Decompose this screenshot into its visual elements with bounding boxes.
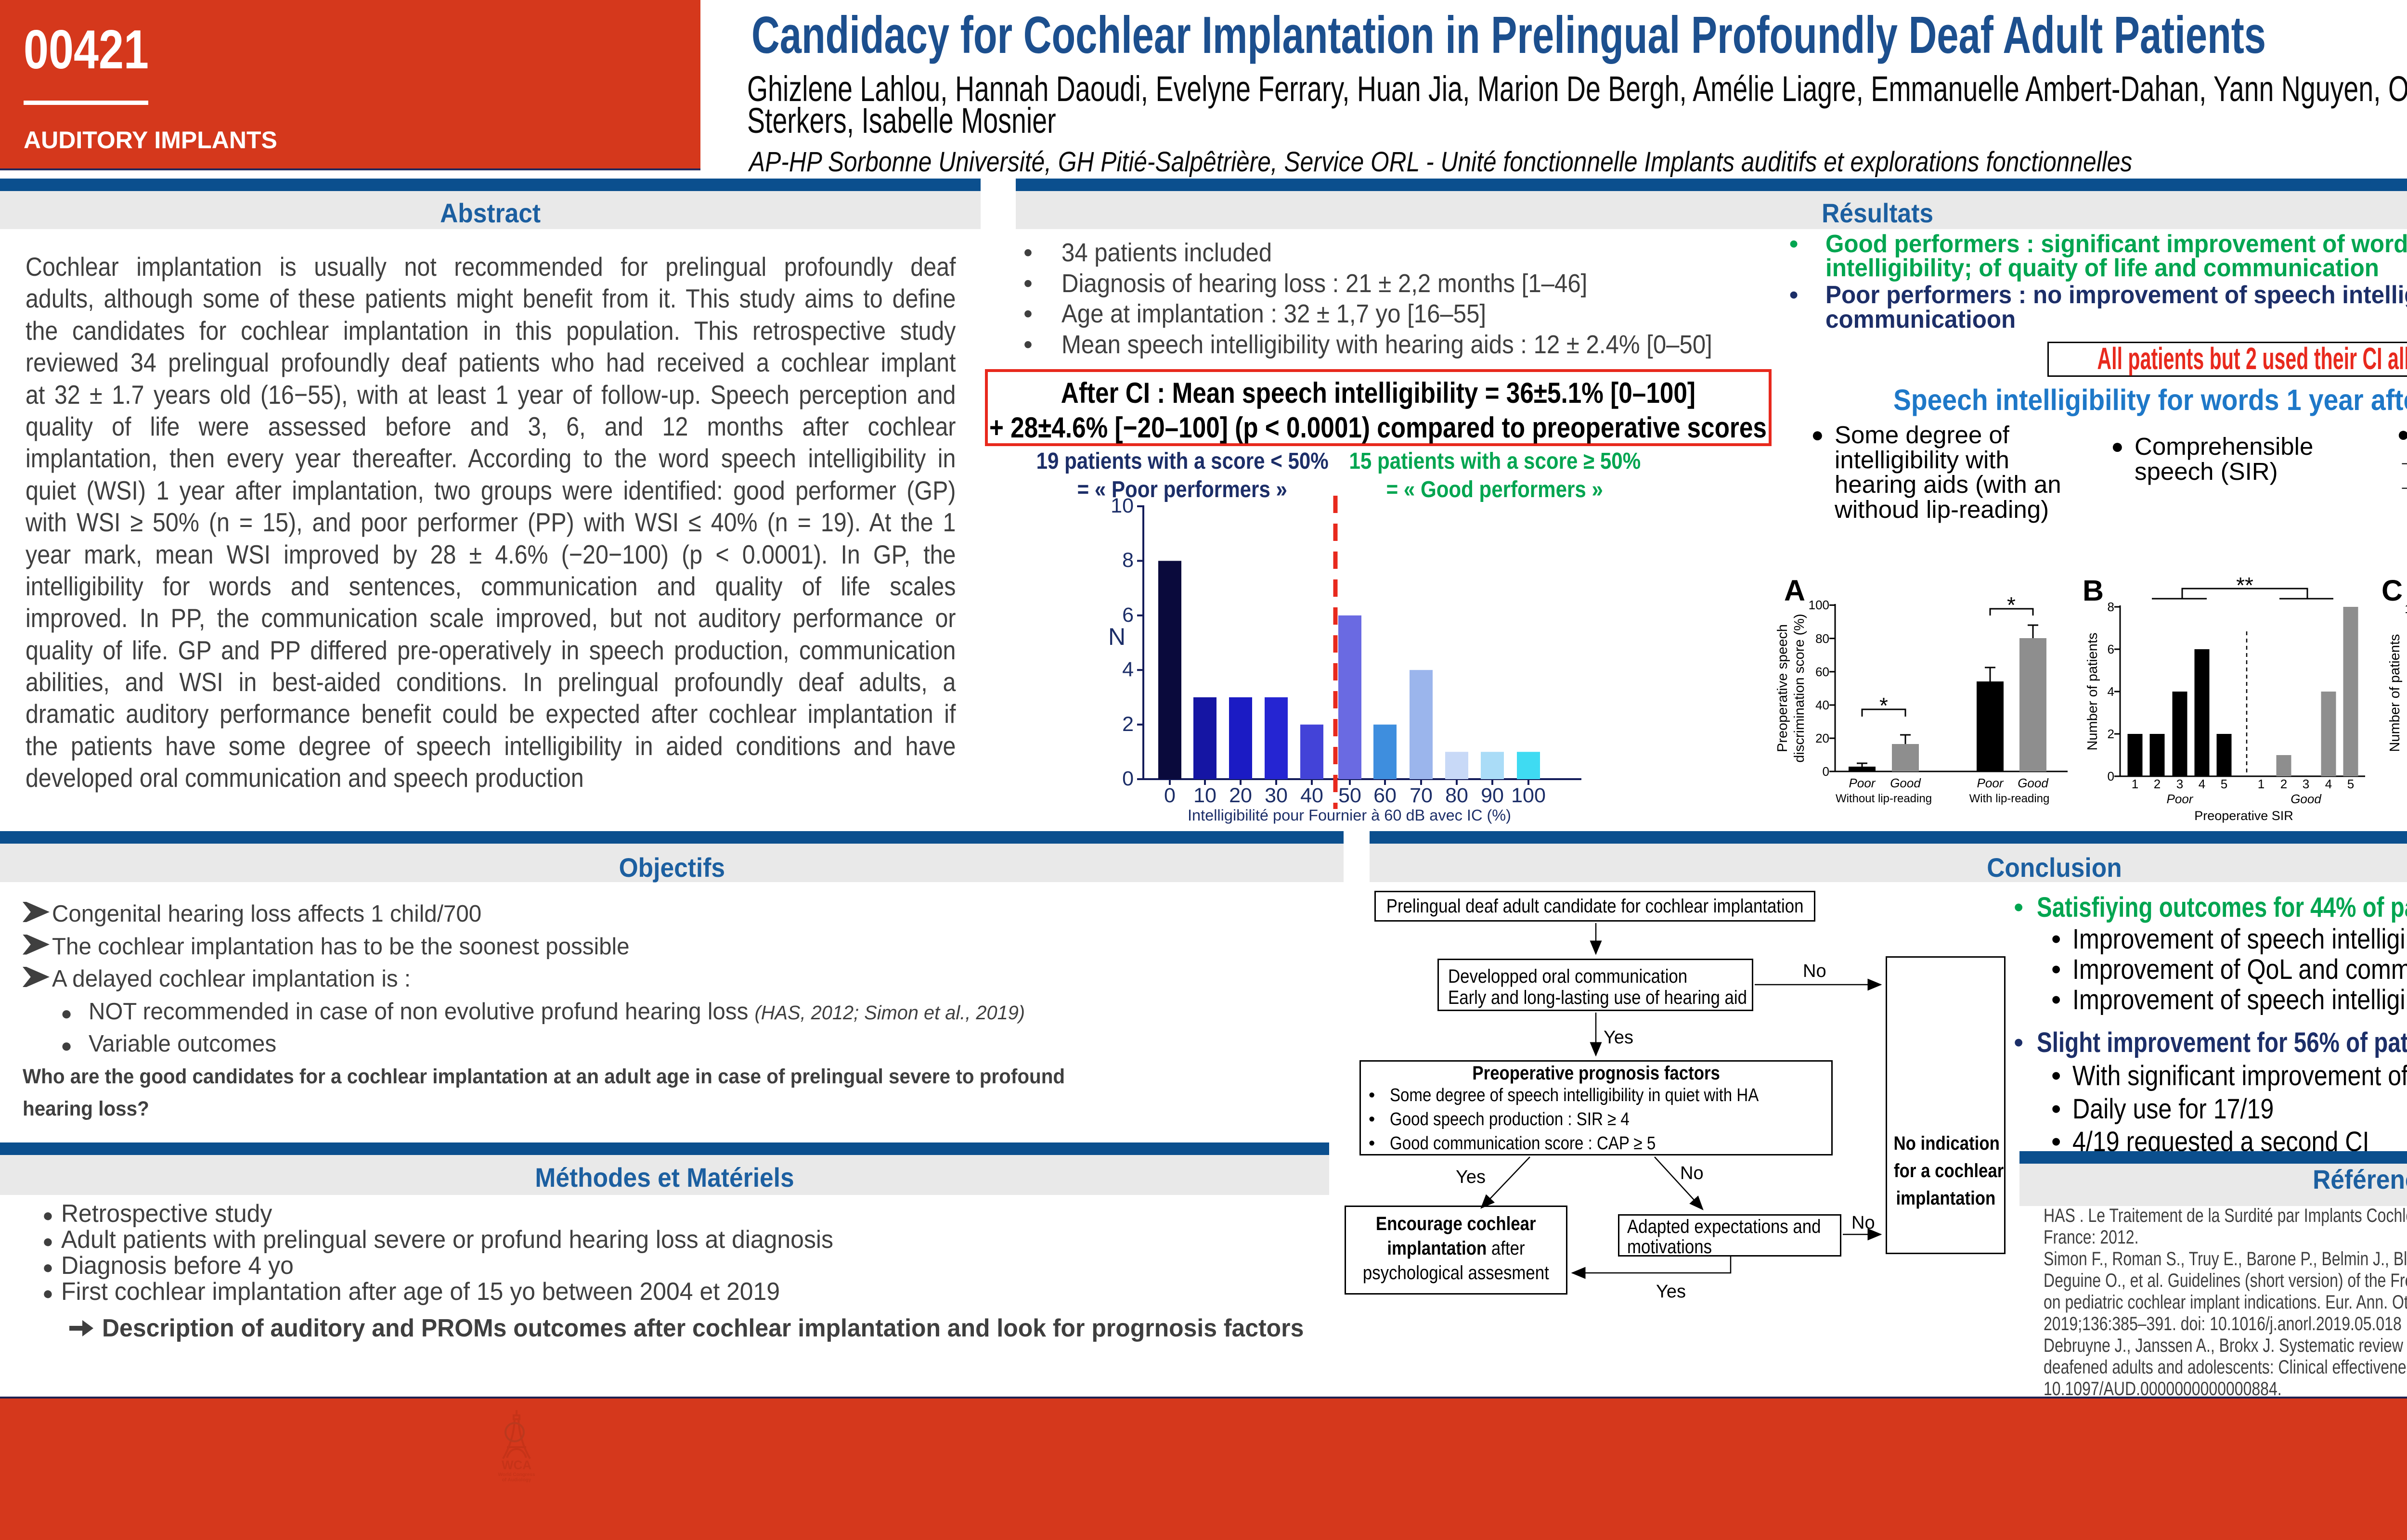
svg-text:No: No — [1680, 1163, 1704, 1183]
svg-text:Good: Good — [1890, 776, 1921, 790]
svg-text:Poor: Poor — [1849, 776, 1876, 790]
svg-text:Intelligibilité pour Fournier: Intelligibilité pour Fournier à 60 dB av… — [1188, 807, 1511, 824]
svg-text:No: No — [1851, 1213, 1875, 1233]
svg-text:10: 10 — [2405, 602, 2407, 616]
svg-text:4: 4 — [2108, 684, 2114, 699]
svg-text:2: 2 — [2108, 727, 2114, 741]
svg-text:90: 90 — [1481, 784, 1504, 807]
svg-text:10: 10 — [1193, 784, 1216, 807]
svg-text:Yes: Yes — [1604, 1027, 1633, 1048]
svg-text:60: 60 — [1815, 665, 1829, 679]
svg-text:3: 3 — [2176, 777, 2183, 791]
svg-text:Number of patients: Number of patients — [2085, 632, 2100, 750]
svg-text:4: 4 — [2199, 777, 2205, 791]
svg-text:WCA: WCA — [502, 1458, 531, 1472]
svg-text:Preoperative SIR: Preoperative SIR — [2194, 808, 2293, 823]
svg-text:1: 1 — [2258, 777, 2265, 791]
svg-text:60: 60 — [1373, 784, 1397, 807]
svg-text:5: 5 — [2347, 777, 2354, 791]
svg-text:20: 20 — [1229, 784, 1252, 807]
svg-text:*: * — [2007, 592, 2016, 617]
svg-text:C: C — [2381, 574, 2403, 607]
svg-text:Poor: Poor — [1977, 776, 2004, 790]
svg-text:40: 40 — [1815, 698, 1829, 712]
svg-text:100: 100 — [1809, 598, 1829, 612]
svg-text:Without lip-reading: Without lip-reading — [1836, 792, 1932, 805]
svg-text:6: 6 — [1122, 603, 1134, 627]
svg-text:30: 30 — [1265, 784, 1288, 807]
svg-text:*: * — [1879, 693, 1888, 718]
svg-text:World Congress: World Congress — [498, 1472, 535, 1477]
svg-text:80: 80 — [1445, 784, 1468, 807]
svg-text:100: 100 — [1511, 784, 1546, 807]
svg-text:0: 0 — [1122, 767, 1134, 790]
svg-text:4: 4 — [1122, 658, 1134, 681]
svg-text:0: 0 — [2108, 769, 2114, 783]
svg-text:4: 4 — [2325, 777, 2332, 791]
svg-text:0: 0 — [1823, 764, 1829, 779]
svg-text:Number of patients: Number of patients — [2387, 634, 2403, 752]
svg-text:2: 2 — [2154, 777, 2161, 791]
svg-text:N: N — [1108, 623, 1126, 650]
svg-text:5: 5 — [2221, 777, 2227, 791]
svg-text:discrimination score (%): discrimination score (%) — [1792, 614, 1807, 762]
svg-text:6: 6 — [2108, 642, 2114, 656]
svg-text:of Audiology: of Audiology — [502, 1477, 531, 1483]
svg-text:Yes: Yes — [1656, 1282, 1686, 1302]
svg-text:8: 8 — [1122, 549, 1134, 572]
svg-text:Good: Good — [2291, 792, 2322, 806]
svg-text:40: 40 — [1300, 784, 1323, 807]
svg-text:70: 70 — [1410, 784, 1433, 807]
svg-text:3: 3 — [2303, 777, 2309, 791]
svg-text:No: No — [1803, 961, 1826, 981]
svg-text:**: ** — [2236, 573, 2253, 598]
svg-text:20: 20 — [1815, 731, 1829, 745]
svg-text:Poor: Poor — [2167, 792, 2194, 806]
svg-text:10: 10 — [1111, 494, 1134, 517]
svg-text:2: 2 — [1122, 713, 1134, 736]
svg-text:With lip-reading: With lip-reading — [1969, 792, 2050, 805]
svg-text:Good: Good — [2018, 776, 2049, 790]
svg-text:8: 8 — [2108, 600, 2114, 614]
svg-text:80: 80 — [1815, 631, 1829, 646]
svg-text:1: 1 — [2132, 777, 2138, 791]
svg-text:2: 2 — [2280, 777, 2287, 791]
svg-text:0: 0 — [1164, 784, 1176, 807]
svg-text:Yes: Yes — [1456, 1167, 1486, 1187]
svg-text:Preoperative speech: Preoperative speech — [1775, 624, 1790, 752]
svg-text:50: 50 — [1338, 784, 1361, 807]
svg-text:B: B — [2083, 574, 2104, 607]
svg-text:A: A — [1784, 574, 1805, 607]
